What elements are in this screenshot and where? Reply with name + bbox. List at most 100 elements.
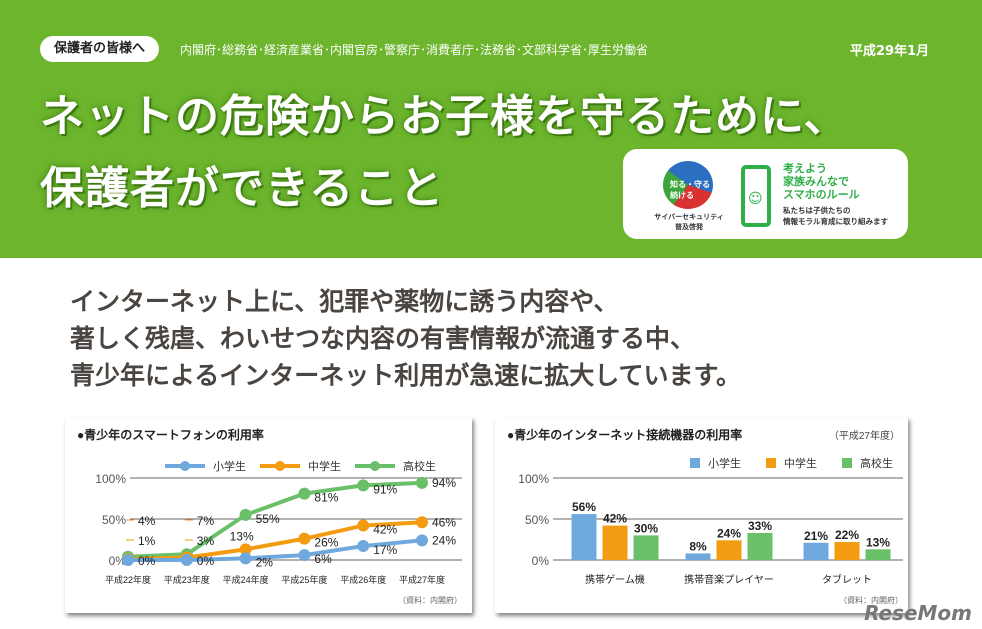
y-tick-label: 100% (518, 472, 549, 486)
header-banner: 保護者の皆様へ 内閣府･総務省･経済産業省･内閣官房･警察庁･消費者庁･法務省･… (0, 0, 982, 258)
data-label: 33% (748, 519, 772, 533)
legend-label: 高校生 (403, 459, 436, 473)
data-label: 94% (432, 476, 456, 490)
x-tick-label: 平成24年度 (223, 574, 269, 585)
series-line (127, 480, 423, 559)
bar (747, 532, 773, 560)
watermark-logo: ReseMom (864, 601, 972, 625)
data-label: 24% (717, 526, 741, 540)
intro-text: インターネット上に、犯罪や薬物に誘う内容や、 著しく残虐、わいせつな内容の有害情報… (70, 287, 742, 390)
device-usage-chart: ●青少年のインターネット接続機器の利用率 0% 50% 100% （資料：内閣府） （平成… (495, 417, 908, 613)
x-tick-label: 平成26年度 (340, 574, 386, 585)
cyber-security-logo: 知る・守る 続ける (663, 161, 713, 209)
logo-panel: 知る・守る 続ける サイバーセキュリティ 普及啓発 ☺ 考えよう 家族みんなで スマホ… (623, 149, 908, 239)
data-label: 46% (432, 515, 456, 529)
y-tick-label: 100% (95, 472, 126, 486)
data-label: 4% (138, 514, 156, 528)
series-line (128, 538, 423, 562)
chart-subtitle: （平成27年度） (829, 429, 900, 442)
title-line-2: 保護者ができること (40, 163, 445, 214)
legend-swatch (690, 458, 700, 468)
data-point (357, 519, 370, 532)
data-label: 6% (314, 552, 332, 566)
data-point (416, 476, 428, 489)
x-tick-label: 携帯音楽プレイヤー (684, 573, 774, 586)
legend-label: 高校生 (860, 456, 893, 470)
data-point (239, 508, 252, 521)
data-label: 42% (603, 512, 627, 526)
x-tick-label: 携帯ゲーム機 (585, 573, 645, 586)
y-tick-label: 0% (532, 554, 550, 568)
cyber-caption: サイバーセキュリティ 普及啓発 (654, 213, 724, 231)
data-label: 0% (197, 554, 215, 568)
data-point (357, 479, 370, 492)
data-label: 8% (689, 539, 707, 553)
data-point (298, 549, 311, 562)
data-point (416, 534, 428, 547)
data-point (298, 487, 311, 500)
legend-marker (180, 461, 190, 471)
x-tick-label: 平成27年度 (399, 574, 445, 585)
legend-swatch (766, 458, 776, 468)
bar (633, 535, 659, 560)
bar (716, 540, 742, 560)
chart-title: ●青少年のインターネット接続機器の利用率 (507, 427, 742, 442)
source-note: （資料：内閣府） (398, 595, 462, 605)
x-tick-label: 平成23年度 (164, 574, 210, 585)
x-tick-label: タブレット (822, 573, 872, 586)
x-tick-label: 平成25年度 (281, 574, 327, 585)
data-point (180, 554, 193, 566)
chart-title: ●青少年のスマートフォンの利用率 (77, 427, 264, 442)
legend-label: 小学生 (213, 459, 246, 473)
data-label: 17% (373, 543, 397, 557)
data-point (416, 516, 428, 529)
legend-marker (370, 461, 380, 471)
data-point (122, 554, 134, 566)
data-label: 0% (138, 554, 156, 568)
bar (834, 541, 860, 560)
title-line-1: ネットの危険からお子様を守るために、 (40, 91, 849, 142)
smartphone-rule-logo: 考えよう 家族みんなで スマホのルール (783, 162, 860, 201)
smartphone-usage-chart: ●青少年のスマートフォンの利用率 0% 50% 100% （資料：内閣府） 小学生 中学生 高… (65, 417, 472, 613)
data-point (298, 532, 311, 545)
legend-marker (275, 461, 285, 471)
data-label: 2% (256, 555, 274, 569)
bar (602, 525, 628, 560)
bar (571, 514, 597, 560)
data-label: 22% (835, 528, 859, 542)
bar (803, 542, 829, 560)
smartphone-family-icon: ☺ (741, 165, 771, 227)
y-tick-label: 50% (102, 513, 126, 527)
legend-label: 小学生 (708, 456, 741, 470)
data-label: 56% (572, 500, 596, 514)
date: 平成29年1月 (850, 44, 930, 59)
x-tick-label: 平成22年度 (105, 574, 151, 585)
data-label: 42% (373, 523, 397, 537)
data-label: 13% (230, 529, 254, 543)
ministries: 内閣府･総務省･経済産業省･内閣官房･警察庁･消費者庁･法務省･文部科学省･厚生… (180, 43, 649, 57)
legend-label: 中学生 (784, 456, 817, 470)
data-label: 1% (138, 534, 156, 548)
bar (865, 549, 891, 560)
y-tick-label: 50% (525, 513, 549, 527)
data-point (239, 552, 252, 565)
bar (685, 553, 711, 560)
data-point (239, 543, 252, 556)
audience-badge: 保護者の皆様へ (40, 36, 160, 62)
data-label: 26% (314, 536, 338, 550)
data-label: 7% (197, 514, 215, 528)
y-tick-label: 0% (109, 554, 127, 568)
series-line (127, 520, 423, 562)
data-point (357, 540, 370, 553)
data-label: 21% (804, 529, 828, 543)
data-label: 91% (373, 482, 397, 496)
rule-subtext: 私たちは子供たちの 情報モラル育成に取り組みます (783, 206, 888, 226)
data-label: 24% (432, 533, 456, 547)
data-label: 30% (634, 521, 658, 535)
data-label: 55% (256, 512, 280, 526)
source-note: （資料：内閣府） (839, 595, 903, 605)
legend-swatch (842, 458, 852, 468)
legend-label: 中学生 (308, 459, 341, 473)
data-label: 13% (866, 535, 890, 549)
data-label: 81% (314, 491, 338, 505)
